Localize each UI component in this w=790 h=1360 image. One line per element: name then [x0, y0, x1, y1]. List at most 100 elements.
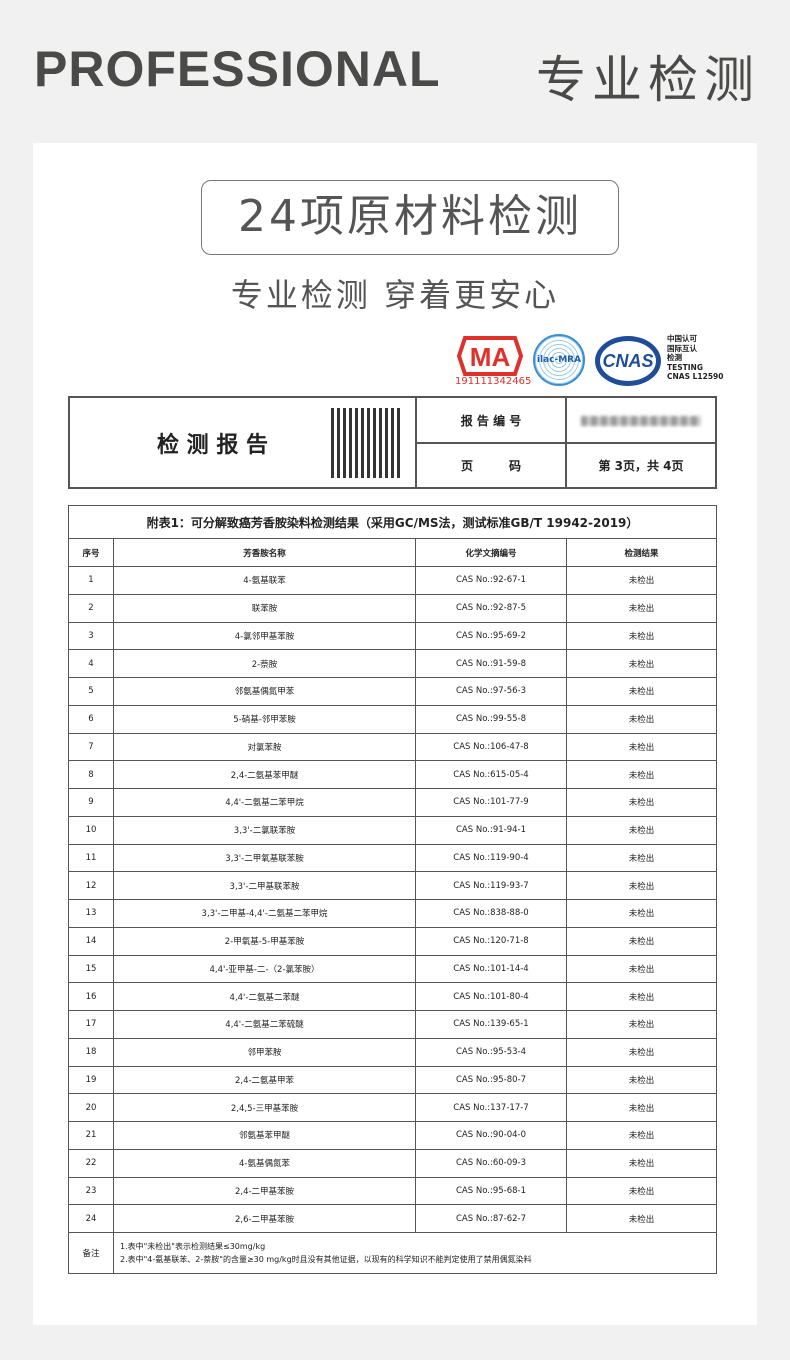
- row-result: 未检出: [566, 926, 717, 956]
- row-no: 3: [68, 621, 114, 651]
- row-cas: CAS No.:120-71-8: [415, 926, 567, 956]
- note-label: 备注: [68, 1232, 114, 1274]
- row-cas: CAS No.:60-09-3: [415, 1148, 567, 1178]
- table-row: 6 5-硝基-邻甲苯胺 CAS No.:99-55-8 未检出: [68, 704, 717, 734]
- page-label: 页 码: [415, 442, 567, 489]
- row-result: 未检出: [566, 899, 717, 928]
- row-no: 24: [68, 1204, 114, 1233]
- header-result: 检测结果: [566, 538, 717, 567]
- row-result: 未检出: [566, 760, 717, 789]
- row-result: 未检出: [566, 1065, 717, 1095]
- table-row: 20 2,4,5-三甲基苯胺 CAS No.:137-17-7 未检出: [68, 1093, 717, 1122]
- table-row: 18 邻甲苯胺 CAS No.:95-53-4 未检出: [68, 1037, 717, 1067]
- row-no: 14: [68, 926, 114, 956]
- row-result: 未检出: [566, 788, 717, 817]
- row-result: 未检出: [566, 593, 717, 623]
- row-cas: CAS No.:101-80-4: [415, 982, 567, 1011]
- row-result: 未检出: [566, 871, 717, 900]
- row-name: 4-氯邻甲基苯胺: [113, 621, 416, 651]
- row-cas: CAS No.:139-65-1: [415, 1010, 567, 1039]
- svg-text:MA: MA: [470, 342, 511, 372]
- report-header-table: 检 测 报 告 报 告 编 号 页 码 第 3页，共 4页: [68, 396, 717, 489]
- row-result: 未检出: [566, 566, 717, 595]
- row-name: 2,6-二甲基苯胺: [113, 1204, 416, 1233]
- certification-logos: MA 191111342465 ilac-MRA CNAS 中国认可 国际互认 检测…: [455, 334, 725, 394]
- table-row: 11 3,3'-二甲氧基联苯胺 CAS No.:119-90-4 未检出: [68, 843, 717, 873]
- row-no: 19: [68, 1065, 114, 1095]
- row-no: 8: [68, 760, 114, 789]
- row-result: 未检出: [566, 704, 717, 734]
- row-cas: CAS No.:92-87-5: [415, 593, 567, 623]
- table-row: 13 3,3'-二甲基-4,4'-二氨基二苯甲烷 CAS No.:838-88-0 未…: [68, 899, 717, 928]
- row-no: 18: [68, 1037, 114, 1067]
- row-name: 2,4,5-三甲基苯胺: [113, 1093, 416, 1122]
- row-cas: CAS No.:101-14-4: [415, 954, 567, 984]
- row-name: 2-萘胺: [113, 649, 416, 678]
- row-no: 17: [68, 1010, 114, 1039]
- table-row: 12 3,3'-二甲基联苯胺 CAS No.:119-93-7 未检出: [68, 871, 717, 900]
- ilac-mra-logo-icon: ilac-MRA: [533, 334, 585, 386]
- row-no: 5: [68, 677, 114, 706]
- table-row: 4 2-萘胺 CAS No.:91-59-8 未检出: [68, 649, 717, 678]
- row-cas: CAS No.:90-04-0: [415, 1121, 567, 1150]
- row-name: 2,4-二氨基苯甲醚: [113, 760, 416, 789]
- title-box: 24项原材料检测: [201, 180, 619, 255]
- table-row: 17 4,4'-二氨基二苯硫醚 CAS No.:139-65-1 未检出: [68, 1010, 717, 1039]
- row-no: 11: [68, 843, 114, 873]
- row-name: 3,3'-二氯联苯胺: [113, 815, 416, 845]
- row-name: 联苯胺: [113, 593, 416, 623]
- table-row: 5 邻氨基偶氮甲苯 CAS No.:97-56-3 未检出: [68, 677, 717, 706]
- report-title-cell: 检 测 报 告: [68, 396, 417, 489]
- row-name: 2,4-二甲基苯胺: [113, 1176, 416, 1206]
- table-row: 16 4,4'-二氨基二苯醚 CAS No.:101-80-4 未检出: [68, 982, 717, 1011]
- cnas-logo-icon: CNAS: [595, 336, 661, 386]
- row-name: 3,3'-二甲氧基联苯胺: [113, 843, 416, 873]
- row-result: 未检出: [566, 1093, 717, 1122]
- table-row: 22 4-氨基偶氮苯 CAS No.:60-09-3 未检出: [68, 1148, 717, 1178]
- header-no: 序号: [68, 538, 114, 567]
- row-name: 4,4'-亚甲基-二-（2-氯苯胺）: [113, 954, 416, 984]
- table-row: 10 3,3'-二氯联苯胺 CAS No.:91-94-1 未检出: [68, 815, 717, 845]
- row-result: 未检出: [566, 982, 717, 1011]
- row-cas: CAS No.:615-05-4: [415, 760, 567, 789]
- row-no: 7: [68, 732, 114, 762]
- row-result: 未检出: [566, 677, 717, 706]
- report-title: 检 测 报 告: [157, 432, 268, 458]
- row-cas: CAS No.:87-62-7: [415, 1204, 567, 1233]
- row-cas: CAS No.:838-88-0: [415, 899, 567, 928]
- table-row: 23 2,4-二甲基苯胺 CAS No.:95-68-1 未检出: [68, 1176, 717, 1206]
- row-no: 1: [68, 566, 114, 595]
- row-name: 2,4-二氨基甲苯: [113, 1065, 416, 1095]
- row-name: 邻氨基苯甲醚: [113, 1121, 416, 1150]
- cma-logo-icon: MA: [457, 336, 523, 376]
- header-cas: 化学文摘编号: [415, 538, 567, 567]
- table-row: 7 对氯苯胺 CAS No.:106-47-8 未检出: [68, 732, 717, 762]
- row-cas: CAS No.:92-67-1: [415, 566, 567, 595]
- page-value: 第 3页，共 4页: [565, 442, 717, 489]
- table-row: 1 4-氨基联苯 CAS No.:92-67-1 未检出: [68, 566, 717, 595]
- notes-row: 备注 1.表中"未检出"表示检测结果≤30mg/kg 2.表中"4-氨基联苯、2-萘…: [68, 1232, 717, 1274]
- row-cas: CAS No.:99-55-8: [415, 704, 567, 734]
- report-no-label: 报 告 编 号: [415, 396, 567, 444]
- cma-number: 191111342465: [455, 376, 532, 387]
- header-title-en: PROFESSIONAL: [34, 41, 441, 97]
- report-no-value: [565, 396, 717, 444]
- row-result: 未检出: [566, 621, 717, 651]
- row-name: 4-氨基联苯: [113, 566, 416, 595]
- row-cas: CAS No.:137-17-7: [415, 1093, 567, 1122]
- notes: 1.表中"未检出"表示检测结果≤30mg/kg 2.表中"4-氨基联苯、2-萘胺"…: [113, 1232, 717, 1274]
- row-result: 未检出: [566, 1010, 717, 1039]
- row-no: 2: [68, 593, 114, 623]
- row-no: 15: [68, 954, 114, 984]
- row-name: 4,4'-二氨基二苯甲烷: [113, 788, 416, 817]
- row-no: 22: [68, 1148, 114, 1178]
- table-row: 3 4-氯邻甲基苯胺 CAS No.:95-69-2 未检出: [68, 621, 717, 651]
- row-no: 12: [68, 871, 114, 900]
- row-no: 13: [68, 899, 114, 928]
- row-name: 2-甲氧基-5-甲基苯胺: [113, 926, 416, 956]
- row-no: 10: [68, 815, 114, 845]
- row-cas: CAS No.:119-90-4: [415, 843, 567, 873]
- row-cas: CAS No.:119-93-7: [415, 871, 567, 900]
- row-result: 未检出: [566, 1204, 717, 1233]
- results-table: 附表1：可分解致癌芳香胺染料检测结果（采用GC/MS法，测试标准GB/T 199…: [68, 505, 717, 1274]
